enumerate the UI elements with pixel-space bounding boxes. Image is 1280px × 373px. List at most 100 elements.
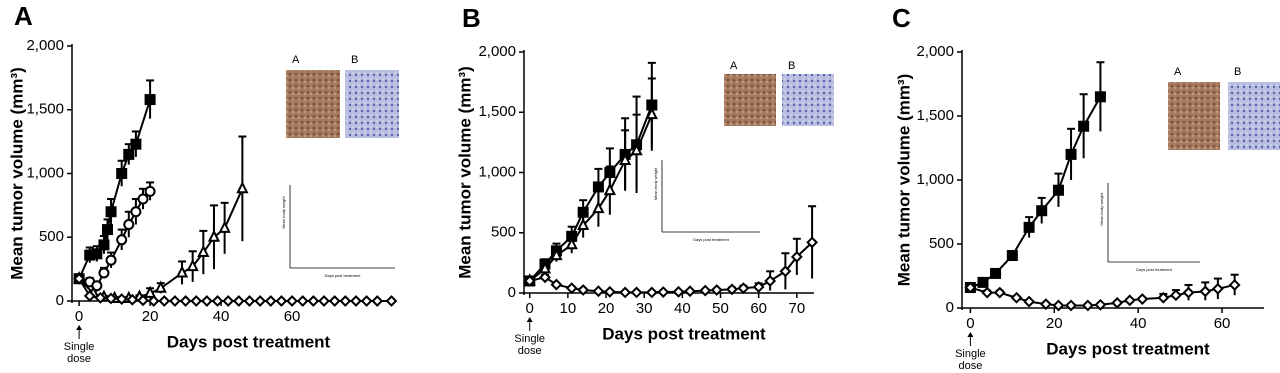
- series-line: [78, 190, 151, 288]
- annotation: dose: [958, 360, 982, 372]
- x-tick-label: 0: [75, 308, 83, 325]
- marker: [630, 286, 643, 299]
- marker: [1136, 293, 1149, 305]
- marker: [657, 286, 670, 298]
- marker: [645, 106, 658, 120]
- x-tick-label: 60: [284, 308, 301, 325]
- marker: [94, 291, 107, 304]
- y-axis-label: Mean tumor volume (mm³): [7, 67, 26, 280]
- marker: [211, 295, 224, 307]
- marker: [130, 206, 142, 218]
- marker: [806, 236, 819, 249]
- series-line: [528, 104, 653, 282]
- x-tick-label: 0: [526, 300, 534, 317]
- x-tick-label: 10: [560, 300, 577, 317]
- annotation: Single: [514, 333, 545, 345]
- marker: [1111, 296, 1124, 309]
- image-label: A: [292, 54, 300, 66]
- marker: [684, 285, 696, 298]
- marker: [144, 94, 156, 106]
- marker: [222, 295, 235, 307]
- marker: [1039, 298, 1052, 311]
- marker: [200, 295, 213, 307]
- marker: [1036, 205, 1048, 217]
- marker: [105, 254, 117, 266]
- marker: [236, 181, 249, 194]
- x-axis-label: Days post treatment: [167, 332, 331, 351]
- micrograph: [782, 74, 834, 126]
- marker: [577, 284, 590, 296]
- marker: [630, 143, 643, 156]
- marker: [318, 295, 330, 307]
- x-tick-label: 60: [1214, 315, 1231, 332]
- x-tick-label: 30: [636, 300, 653, 317]
- marker: [592, 200, 605, 214]
- marker: [105, 292, 117, 305]
- marker: [264, 295, 277, 307]
- marker: [603, 182, 616, 196]
- marker: [1010, 291, 1023, 304]
- marker: [101, 224, 113, 236]
- marker: [990, 267, 1002, 279]
- marker: [565, 282, 578, 295]
- y-tick-label: 1,500: [26, 101, 64, 118]
- marker: [197, 244, 210, 258]
- marker: [1052, 299, 1065, 312]
- series-line: [529, 114, 653, 282]
- micrograph: [345, 70, 399, 138]
- marker: [105, 206, 117, 218]
- marker: [83, 289, 96, 302]
- marker: [550, 278, 563, 291]
- marker: [603, 285, 616, 298]
- arrow-head: [967, 332, 974, 337]
- inset-y-label: Mean body weight: [1099, 192, 1104, 225]
- y-tick-label: 2,000: [478, 43, 516, 60]
- marker: [550, 247, 563, 261]
- marker: [116, 234, 128, 246]
- x-tick-label: 20: [598, 300, 615, 317]
- y-tick-label: 500: [491, 224, 516, 241]
- x-tick-label: 40: [1130, 315, 1147, 332]
- image-label: A: [730, 60, 738, 72]
- marker: [232, 295, 245, 307]
- marker: [116, 168, 128, 179]
- marker: [91, 248, 103, 260]
- marker: [147, 295, 160, 307]
- marker: [964, 281, 977, 294]
- panel-letter: A: [14, 1, 33, 31]
- marker: [1023, 295, 1036, 308]
- marker: [190, 295, 203, 307]
- x-axis-label: Days post treatment: [1046, 339, 1210, 358]
- arrow-head: [526, 317, 533, 322]
- series-line: [970, 96, 1102, 289]
- inset-x-label: Days post treatment: [325, 273, 362, 278]
- micrograph: [724, 74, 776, 126]
- marker: [737, 282, 750, 295]
- marker: [385, 295, 398, 307]
- inset-y-label: Mean body weight: [653, 167, 658, 200]
- y-tick-label: 0: [946, 299, 954, 316]
- marker: [175, 265, 189, 278]
- panel-letter: B: [462, 3, 481, 33]
- marker: [371, 295, 384, 307]
- marker: [243, 295, 256, 307]
- image-label: B: [1234, 66, 1241, 78]
- micrograph: [1168, 82, 1220, 150]
- marker: [1065, 148, 1077, 160]
- marker: [143, 285, 157, 298]
- y-axis-label: Mean tumor volume (mm³): [455, 66, 474, 279]
- marker: [137, 294, 149, 307]
- y-tick-label: 0: [56, 292, 64, 309]
- marker: [126, 293, 139, 306]
- marker: [1228, 279, 1241, 291]
- y-tick-label: 2,000: [916, 43, 954, 60]
- y-tick-label: 500: [39, 228, 64, 245]
- x-tick-label: 20: [1046, 315, 1063, 332]
- x-axis-label: Days post treatment: [602, 324, 766, 343]
- marker: [977, 276, 989, 288]
- marker: [539, 271, 551, 284]
- x-tick-label: 70: [788, 300, 805, 317]
- marker: [254, 295, 267, 307]
- y-tick-label: 500: [929, 235, 954, 252]
- marker: [577, 217, 590, 231]
